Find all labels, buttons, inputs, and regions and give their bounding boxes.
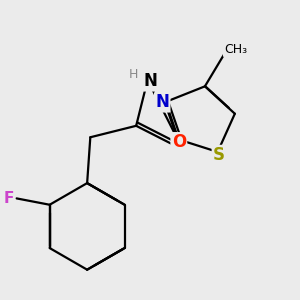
Text: H: H [129, 68, 138, 81]
Text: CH₃: CH₃ [224, 43, 247, 56]
Text: F: F [4, 191, 14, 206]
Text: N: N [144, 72, 158, 90]
Text: O: O [172, 134, 186, 152]
Text: S: S [213, 146, 225, 164]
Text: N: N [155, 93, 169, 111]
